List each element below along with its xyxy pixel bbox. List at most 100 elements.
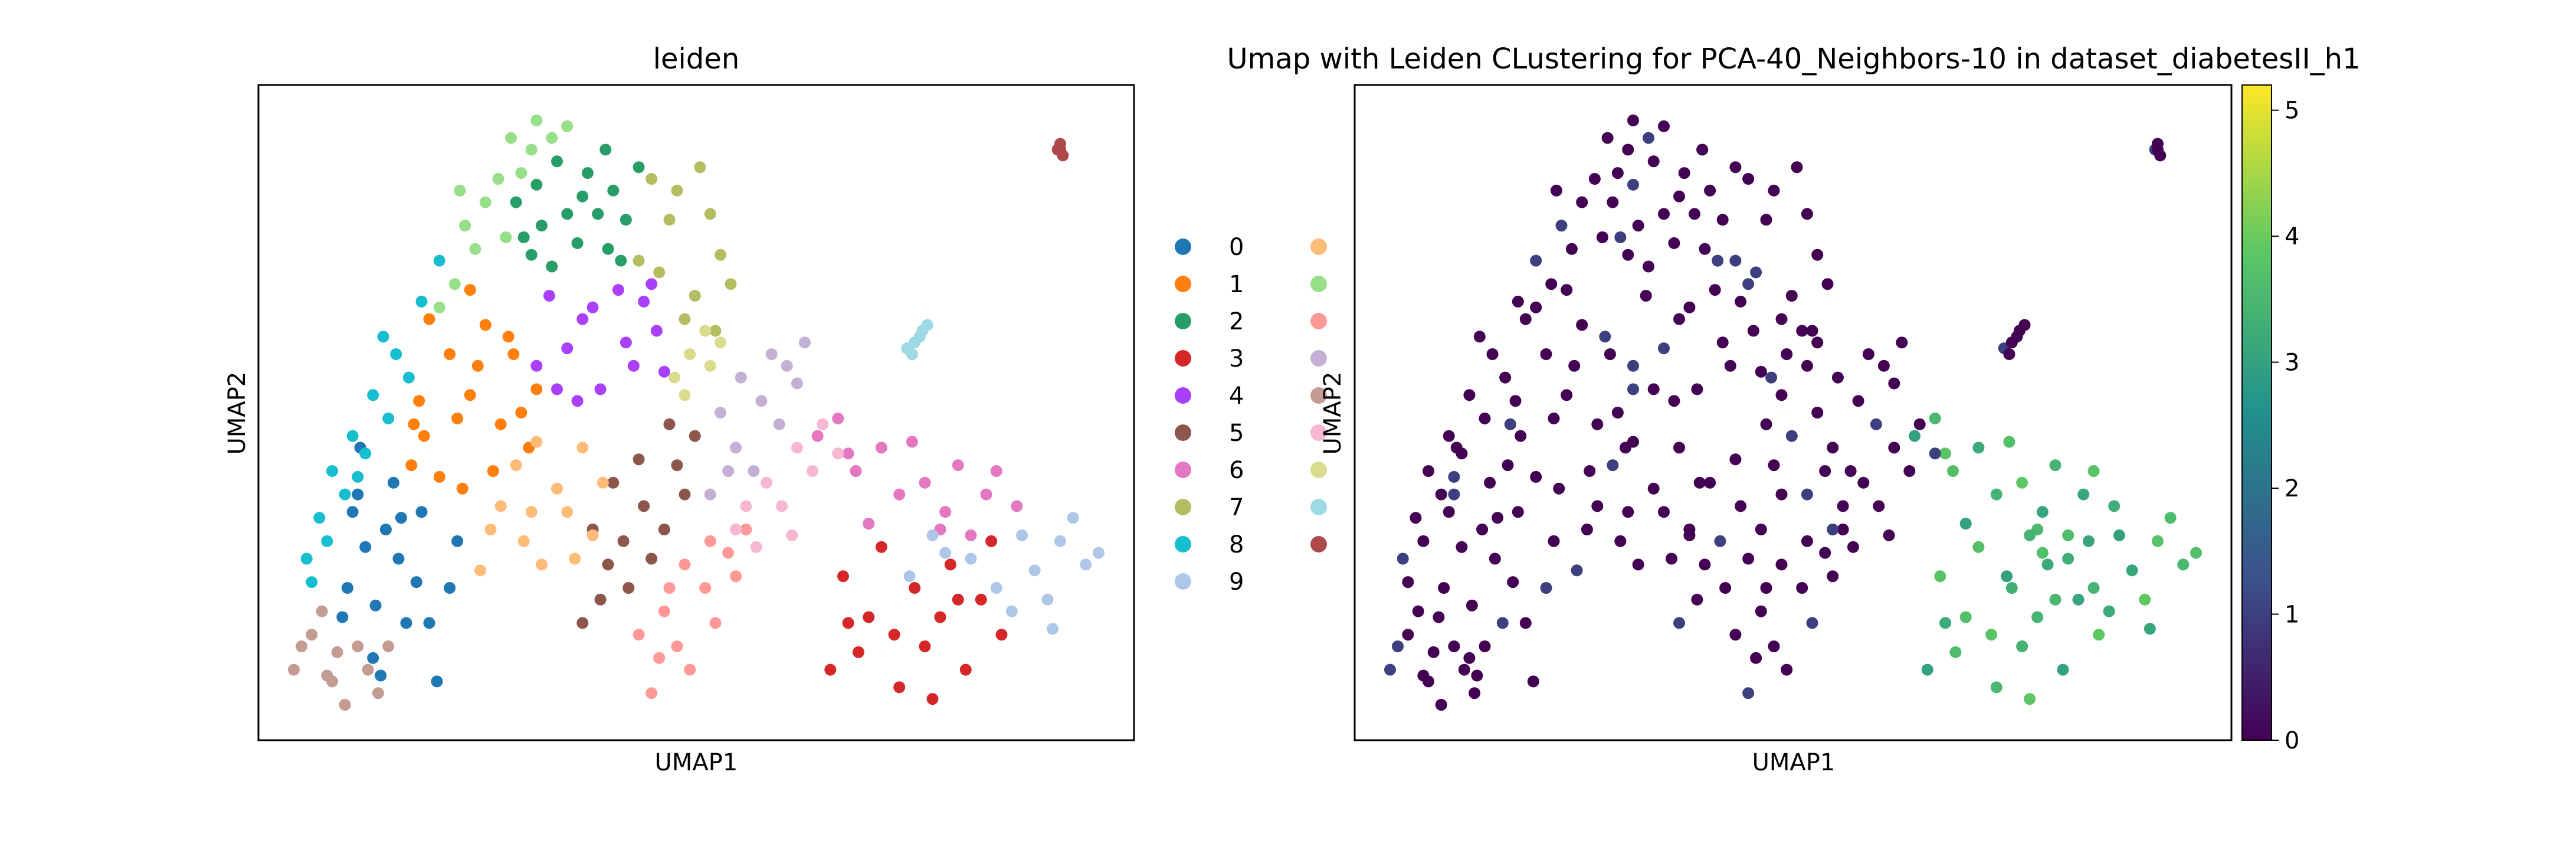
- leiden-point: [551, 482, 563, 495]
- leiden-point: [786, 529, 798, 541]
- expression-point: [1719, 582, 1732, 594]
- leiden-point: [331, 646, 343, 658]
- leiden-point: [832, 447, 844, 460]
- expression-point: [1507, 576, 1519, 589]
- expression-point: [1658, 120, 1670, 132]
- leiden-point: [448, 278, 461, 290]
- legend-marker: [1310, 238, 1327, 255]
- leiden-point: [704, 359, 716, 372]
- expression-point: [1742, 687, 1755, 699]
- expression-point: [1819, 465, 1831, 477]
- leiden-point: [893, 488, 906, 501]
- expression-point: [2062, 552, 2074, 565]
- legend-marker: [1175, 276, 1191, 292]
- leiden-point: [699, 325, 712, 337]
- leiden-point: [602, 243, 614, 255]
- expression-point: [1806, 617, 1818, 629]
- leiden-point: [586, 529, 599, 541]
- leiden-point: [500, 231, 512, 243]
- leiden-point: [597, 476, 609, 489]
- expression-point: [1781, 348, 1793, 360]
- expression-point: [1765, 371, 1778, 384]
- expression-point: [1443, 430, 1455, 442]
- leiden-point: [456, 482, 468, 495]
- leiden-point: [952, 593, 964, 606]
- expression-point: [1827, 524, 1839, 535]
- leiden-point: [913, 331, 926, 343]
- leiden-point: [684, 348, 696, 360]
- leiden-point: [638, 295, 650, 308]
- leiden-point: [379, 524, 392, 535]
- expression-point: [1806, 325, 1818, 337]
- leiden-point: [1005, 605, 1018, 617]
- expression-point: [1417, 535, 1430, 547]
- leiden-point: [985, 535, 998, 547]
- leiden-point: [576, 190, 589, 202]
- leiden-point: [617, 535, 630, 547]
- expression-point: [2139, 593, 2151, 606]
- expression-point: [1512, 295, 1524, 308]
- leiden-point: [525, 506, 538, 518]
- expression-point: [1714, 535, 1726, 547]
- leiden-point: [413, 395, 425, 407]
- expression-point: [1929, 412, 1941, 424]
- leiden-point: [487, 465, 499, 477]
- expression-point: [1704, 184, 1716, 197]
- expression-point: [1801, 208, 1813, 220]
- leiden-point: [863, 611, 875, 623]
- legend-label: 9: [1229, 568, 1244, 596]
- expression-point: [1760, 214, 1772, 226]
- expression-point: [1775, 389, 1788, 401]
- expression-point: [1632, 558, 1644, 571]
- leiden-point: [837, 570, 849, 583]
- leiden-point: [620, 214, 632, 226]
- leiden-point: [352, 470, 364, 483]
- leiden-point: [551, 155, 563, 168]
- expression-point: [1530, 254, 1542, 267]
- leiden-point: [515, 167, 527, 179]
- expression-point: [1990, 488, 2003, 501]
- leiden-point: [367, 389, 379, 401]
- expression-point: [1844, 465, 1857, 477]
- leiden-point: [326, 465, 338, 477]
- leiden-point: [1041, 593, 1054, 606]
- expression-point: [1959, 518, 1972, 530]
- expression-point: [1668, 395, 1680, 407]
- leiden-point: [632, 453, 645, 466]
- leiden-xlabel: UMAP1: [655, 749, 738, 776]
- expression-point: [1489, 552, 1501, 565]
- leiden-point: [359, 447, 372, 460]
- expression-point: [1883, 529, 1895, 541]
- expression-point: [1704, 476, 1716, 489]
- expression-point: [1611, 407, 1624, 419]
- expression-point: [1668, 237, 1680, 249]
- leiden-point: [817, 418, 829, 430]
- legend-marker: [1310, 536, 1327, 552]
- expression-point: [1831, 371, 1844, 384]
- legend-marker: [1175, 573, 1191, 590]
- leiden-point: [811, 430, 824, 442]
- leiden-points: [288, 115, 1105, 711]
- leiden-point: [699, 582, 712, 594]
- expression-point: [1785, 430, 1798, 442]
- leiden-point: [658, 524, 670, 535]
- expression-point: [1484, 476, 1496, 489]
- leiden-point: [944, 558, 956, 571]
- expression-point: [1673, 190, 1685, 202]
- expression-point: [1716, 336, 1729, 349]
- leiden-legend: 0 1 2 3 4 5 6 7 8 9: [1175, 234, 1327, 596]
- expression-point: [1435, 699, 1447, 711]
- leiden-point: [832, 412, 844, 424]
- leiden-point: [479, 196, 491, 208]
- leiden-point: [594, 593, 607, 606]
- expression-point: [1463, 652, 1476, 664]
- leiden-point: [546, 260, 558, 273]
- leiden-point: [722, 465, 735, 477]
- expression-point: [1796, 582, 1808, 594]
- expression-point: [1530, 470, 1542, 483]
- leiden-point: [875, 541, 887, 553]
- expression-point: [2177, 558, 2190, 571]
- expression-point: [1548, 535, 1560, 547]
- expression-point: [1627, 383, 1639, 395]
- expression-point: [1614, 231, 1627, 243]
